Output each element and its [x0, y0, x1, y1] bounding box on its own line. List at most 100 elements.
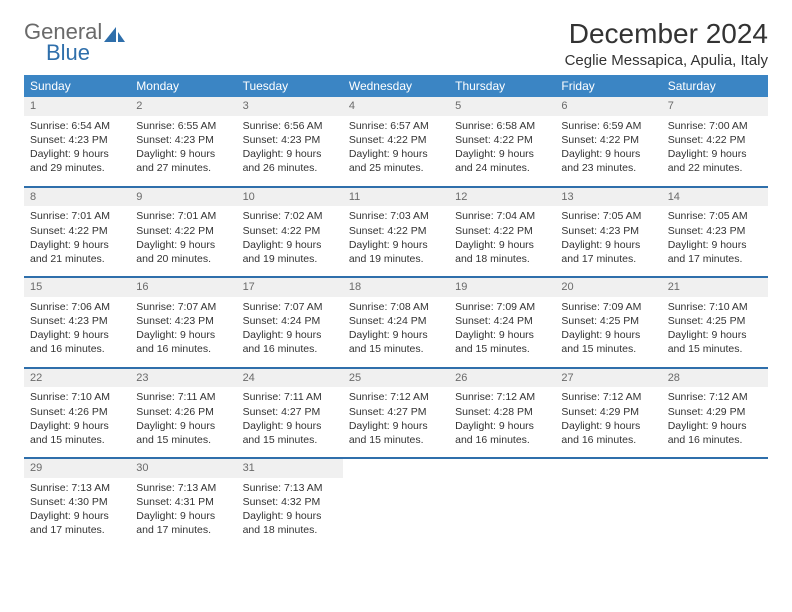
weekday-header: Tuesday — [237, 75, 343, 97]
day-body: Sunrise: 6:59 AMSunset: 4:22 PMDaylight:… — [555, 116, 661, 186]
day-number: 14 — [662, 188, 768, 207]
sunset-line: Sunset: 4:23 PM — [30, 315, 108, 327]
daylight-line: Daylight: 9 hours and 20 minutes. — [136, 239, 215, 265]
sunrise-line: Sunrise: 7:13 AM — [243, 482, 323, 494]
day-body: Sunrise: 7:02 AMSunset: 4:22 PMDaylight:… — [237, 206, 343, 276]
calendar-day-cell: 5Sunrise: 6:58 AMSunset: 4:22 PMDaylight… — [449, 97, 555, 187]
sunrise-line: Sunrise: 7:09 AM — [455, 301, 535, 313]
day-number: 30 — [130, 459, 236, 478]
sunset-line: Sunset: 4:26 PM — [136, 406, 214, 418]
daylight-line: Daylight: 9 hours and 17 minutes. — [136, 510, 215, 536]
sunset-line: Sunset: 4:26 PM — [30, 406, 108, 418]
day-number: 4 — [343, 97, 449, 116]
sunrise-line: Sunrise: 6:58 AM — [455, 120, 535, 132]
day-body: Sunrise: 7:13 AMSunset: 4:32 PMDaylight:… — [237, 478, 343, 548]
calendar-week-row: 1Sunrise: 6:54 AMSunset: 4:23 PMDaylight… — [24, 97, 768, 187]
sunset-line: Sunset: 4:22 PM — [136, 225, 214, 237]
day-body: Sunrise: 7:05 AMSunset: 4:23 PMDaylight:… — [662, 206, 768, 276]
sunset-line: Sunset: 4:29 PM — [561, 406, 639, 418]
daylight-line: Daylight: 9 hours and 27 minutes. — [136, 148, 215, 174]
day-body: Sunrise: 7:07 AMSunset: 4:24 PMDaylight:… — [237, 297, 343, 367]
sunrise-line: Sunrise: 6:59 AM — [561, 120, 641, 132]
weekday-header: Sunday — [24, 75, 130, 97]
calendar-day-cell: 9 Sunrise: 7:01 AM Sunset: 4:22 PM Daylight… — [130, 187, 236, 278]
day-number: 11 — [343, 188, 449, 207]
sunrise-line: Sunrise: 7:10 AM — [30, 391, 110, 403]
day-number: 26 — [449, 369, 555, 388]
day-body: Sunrise: 6:55 AMSunset: 4:23 PMDaylight:… — [130, 116, 236, 186]
daylight-line: Daylight: 9 hours and 16 minutes. — [561, 420, 640, 446]
day-number: 10 — [237, 188, 343, 207]
sunset-line: Sunset: 4:23 PM — [30, 134, 108, 146]
logo: GeneralBlue — [24, 18, 126, 64]
day-body: Sunrise: 7:05 AMSunset: 4:23 PMDaylight:… — [555, 206, 661, 276]
day-body: Sunrise: 6:54 AMSunset: 4:23 PMDaylight:… — [24, 116, 130, 186]
day-number: 23 — [130, 369, 236, 388]
calendar-day-cell: 2Sunrise: 6:55 AMSunset: 4:23 PMDaylight… — [130, 97, 236, 187]
daylight-line: Daylight: 9 hours and 25 minutes. — [349, 148, 428, 174]
day-body: Sunrise: 7:11 AMSunset: 4:27 PMDaylight:… — [237, 387, 343, 457]
daylight-line: Daylight: 9 hours and 15 minutes. — [349, 420, 428, 446]
calendar-day-cell: 26Sunrise: 7:12 AMSunset: 4:28 PMDayligh… — [449, 368, 555, 459]
calendar-day-cell: 8Sunrise: 7:01 AMSunset: 4:22 PMDaylight… — [24, 187, 130, 278]
sunrise-line: Sunrise: 7:00 AM — [668, 120, 748, 132]
calendar-day-cell: 23 Sunrise: 7:11 AM Sunset: 4:26 PM Dayligh… — [130, 368, 236, 459]
daylight-line: Daylight: 9 hours and 15 minutes. — [455, 329, 534, 355]
weekday-header: Monday — [130, 75, 236, 97]
daylight-line: Daylight: 9 hours and 22 minutes. — [668, 148, 747, 174]
month-title: December 2024 — [565, 18, 768, 50]
sunset-line: Sunset: 4:23 PM — [243, 134, 321, 146]
calendar-day-cell: 17Sunrise: 7:07 AMSunset: 4:24 PMDayligh… — [237, 277, 343, 368]
day-number: 25 — [343, 369, 449, 388]
sunset-line: Sunset: 4:22 PM — [561, 134, 639, 146]
day-body: Sunrise: 7:13 AMSunset: 4:31 PMDaylight:… — [130, 478, 236, 548]
day-number: 1 — [24, 97, 130, 116]
daylight-line: Daylight: 9 hours and 17 minutes. — [561, 239, 640, 265]
logo-sail-icon — [104, 27, 126, 43]
sunset-line: Sunset: 4:27 PM — [243, 406, 321, 418]
calendar-day-cell: 24Sunrise: 7:11 AMSunset: 4:27 PMDayligh… — [237, 368, 343, 459]
daylight-line: Daylight: 9 hours and 15 minutes. — [349, 329, 428, 355]
day-body: Sunrise: 7:01 AM Sunset: 4:22 PM Daylight:… — [130, 206, 236, 276]
sunset-line: Sunset: 4:24 PM — [455, 315, 533, 327]
day-number: 3 — [237, 97, 343, 116]
calendar-day-cell: 25Sunrise: 7:12 AMSunset: 4:27 PMDayligh… — [343, 368, 449, 459]
day-number: 9 — [130, 188, 236, 207]
calendar-day-cell: 6Sunrise: 6:59 AMSunset: 4:22 PMDaylight… — [555, 97, 661, 187]
sunset-line: Sunset: 4:29 PM — [668, 406, 746, 418]
sunrise-line: Sunrise: 7:13 AM — [136, 482, 216, 494]
sunset-line: Sunset: 4:32 PM — [243, 496, 321, 508]
day-body: Sunrise: 7:11 AM Sunset: 4:26 PM Daylight:… — [130, 387, 236, 457]
sunrise-line: Sunrise: 7:12 AM — [561, 391, 641, 403]
daylight-line: Daylight: 9 hours and 15 minutes. — [243, 420, 322, 446]
daylight-line: Daylight: 9 hours and 24 minutes. — [455, 148, 534, 174]
sunset-line: Sunset: 4:22 PM — [668, 134, 746, 146]
daylight-line: Daylight: 9 hours and 15 minutes. — [136, 420, 215, 446]
sunrise-line: Sunrise: 7:10 AM — [668, 301, 748, 313]
calendar-table: SundayMondayTuesdayWednesdayThursdayFrid… — [24, 75, 768, 548]
daylight-line: Daylight: 9 hours and 21 minutes. — [30, 239, 109, 265]
day-number: 15 — [24, 278, 130, 297]
day-body: Sunrise: 6:56 AMSunset: 4:23 PMDaylight:… — [237, 116, 343, 186]
calendar-day-cell: 20Sunrise: 7:09 AMSunset: 4:25 PMDayligh… — [555, 277, 661, 368]
sunrise-line: Sunrise: 7:04 AM — [455, 210, 535, 222]
sunset-line: Sunset: 4:24 PM — [243, 315, 321, 327]
sunrise-line: Sunrise: 7:01 AM — [30, 210, 110, 222]
calendar-day-cell: 12Sunrise: 7:04 AMSunset: 4:22 PMDayligh… — [449, 187, 555, 278]
sunrise-line: Sunrise: 7:12 AM — [668, 391, 748, 403]
day-number: 19 — [449, 278, 555, 297]
sunrise-line: Sunrise: 7:11 AM — [136, 391, 215, 403]
sunrise-line: Sunrise: 6:57 AM — [349, 120, 429, 132]
sunrise-line: Sunrise: 6:55 AM — [136, 120, 216, 132]
day-number: 28 — [662, 369, 768, 388]
day-number: 6 — [555, 97, 661, 116]
calendar-day-cell: 18Sunrise: 7:08 AMSunset: 4:24 PMDayligh… — [343, 277, 449, 368]
daylight-line: Daylight: 9 hours and 15 minutes. — [30, 420, 109, 446]
daylight-line: Daylight: 9 hours and 19 minutes. — [243, 239, 322, 265]
calendar-day-cell: 22Sunrise: 7:10 AMSunset: 4:26 PMDayligh… — [24, 368, 130, 459]
title-block: December 2024 Ceglie Messapica, Apulia, … — [565, 18, 768, 69]
sunrise-line: Sunrise: 7:01 AM — [136, 210, 216, 222]
daylight-line: Daylight: 9 hours and 16 minutes. — [30, 329, 109, 355]
calendar-day-cell: 14Sunrise: 7:05 AMSunset: 4:23 PMDayligh… — [662, 187, 768, 278]
calendar-day-cell: 7Sunrise: 7:00 AMSunset: 4:22 PMDaylight… — [662, 97, 768, 187]
